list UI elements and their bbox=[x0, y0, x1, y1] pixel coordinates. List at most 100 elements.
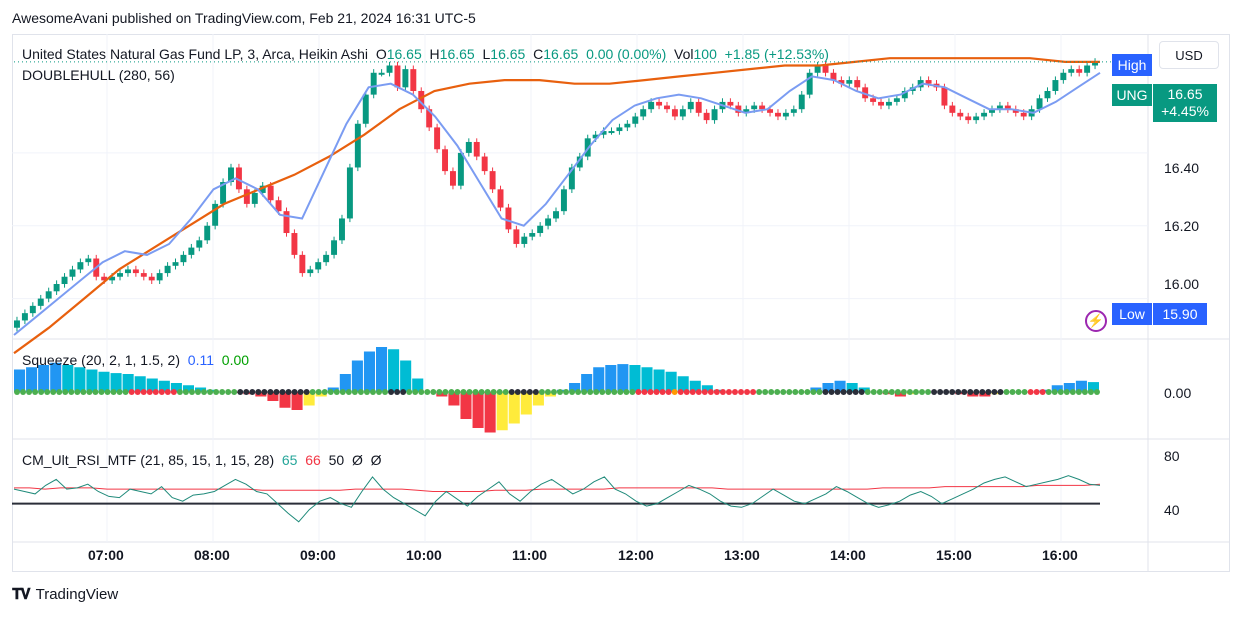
candle-body bbox=[568, 167, 575, 190]
squeeze-title[interactable]: Squeeze (20, 2, 1, 1.5, 2) bbox=[22, 352, 180, 368]
candle-body bbox=[981, 112, 988, 117]
squeeze-dot bbox=[68, 389, 75, 395]
squeeze-bar bbox=[496, 392, 508, 431]
squeeze-dot bbox=[731, 389, 738, 395]
squeeze-dot bbox=[321, 389, 328, 395]
squeeze-dot bbox=[804, 389, 811, 395]
time-axis-label: 07:00 bbox=[88, 547, 124, 563]
lightning-icon[interactable]: ⚡ bbox=[1085, 310, 1107, 332]
currency-button[interactable]: USD bbox=[1159, 41, 1219, 69]
squeeze-dot bbox=[44, 389, 51, 395]
candle-body bbox=[521, 236, 528, 244]
squeeze-dot bbox=[1045, 389, 1052, 395]
squeeze-dot bbox=[526, 389, 533, 395]
squeeze-dot bbox=[671, 389, 678, 395]
squeeze-dot bbox=[581, 389, 588, 395]
rsi-value-2: 66 bbox=[305, 452, 321, 468]
squeeze-dot bbox=[243, 389, 250, 395]
squeeze-bar bbox=[979, 392, 991, 397]
tradingview-logo-icon[interactable]: 𝐓𝐕 bbox=[12, 586, 31, 603]
squeeze-bar bbox=[26, 367, 38, 392]
indicator-legend[interactable]: DOUBLEHULL (280, 56) bbox=[22, 67, 175, 83]
squeeze-dot bbox=[683, 389, 690, 395]
candle-body bbox=[671, 109, 678, 117]
rsi-legend[interactable]: CM_Ult_RSI_MTF (21, 85, 15, 1, 15, 28) 6… bbox=[22, 452, 382, 468]
candle-body bbox=[679, 109, 686, 117]
published-line: AwesomeAvani published on TradingView.co… bbox=[12, 10, 476, 26]
candle-body bbox=[553, 211, 559, 219]
squeeze-dot bbox=[502, 389, 509, 395]
symbol-title[interactable]: United States Natural Gas Fund LP, 3, Ar… bbox=[22, 46, 369, 62]
squeeze-bar bbox=[665, 371, 677, 392]
candle-body bbox=[37, 298, 44, 306]
squeeze-dot bbox=[303, 389, 310, 395]
squeeze-dot bbox=[86, 389, 93, 395]
candle-body bbox=[592, 134, 599, 139]
hull-fast-line bbox=[13, 71, 1101, 336]
squeeze-dot bbox=[20, 389, 27, 395]
candle-body bbox=[774, 112, 781, 117]
candle-body bbox=[473, 141, 480, 157]
time-axis-label: 10:00 bbox=[406, 547, 442, 563]
squeeze-dot bbox=[207, 389, 214, 395]
squeeze-dot bbox=[291, 389, 298, 395]
candle-body bbox=[806, 72, 813, 95]
candle-body bbox=[854, 80, 861, 88]
squeeze-dot bbox=[122, 389, 129, 395]
squeeze-dot bbox=[840, 389, 847, 395]
l-value: 16.65 bbox=[490, 46, 526, 62]
squeeze-dot bbox=[575, 389, 582, 395]
rsi-line bbox=[13, 475, 1101, 523]
candle-body bbox=[973, 116, 980, 121]
squeeze-dot bbox=[973, 389, 980, 395]
indicator-title[interactable]: DOUBLEHULL (280, 56) bbox=[22, 67, 175, 83]
vol-value: 100 bbox=[693, 46, 717, 62]
squeeze-dot bbox=[870, 389, 877, 395]
candle-body bbox=[220, 182, 227, 204]
o-value: 16.65 bbox=[386, 46, 422, 62]
rsi-title[interactable]: CM_Ult_RSI_MTF (21, 85, 15, 1, 15, 28) bbox=[22, 452, 275, 468]
candle-body bbox=[1044, 90, 1051, 99]
candle-body bbox=[132, 269, 139, 274]
squeeze-dot bbox=[822, 389, 829, 395]
squeeze-legend[interactable]: Squeeze (20, 2, 1, 1.5, 2) 0.11 0.00 bbox=[22, 352, 249, 368]
squeeze-dot bbox=[900, 389, 907, 395]
squeeze-bar bbox=[14, 369, 26, 392]
candle-body bbox=[545, 218, 552, 226]
candle-body bbox=[632, 116, 639, 124]
candle-body bbox=[180, 254, 187, 263]
squeeze-dot bbox=[508, 389, 515, 395]
squeeze-dot bbox=[985, 389, 992, 395]
rsi-value-5: Ø bbox=[370, 452, 382, 468]
candle-body bbox=[1076, 69, 1083, 73]
candle-body bbox=[941, 87, 948, 106]
squeeze-dot bbox=[1051, 389, 1058, 395]
candle-body bbox=[77, 262, 84, 270]
squeeze-dot bbox=[520, 389, 527, 395]
squeeze-bar bbox=[363, 351, 375, 392]
squeeze-dot bbox=[701, 389, 708, 395]
squeeze-axis-label: 0.00 bbox=[1164, 385, 1192, 401]
candle-body bbox=[156, 273, 163, 281]
footer-brand[interactable]: TradingView bbox=[35, 586, 119, 603]
vol-label: Vol bbox=[674, 46, 694, 62]
squeeze-dot bbox=[279, 389, 286, 395]
squeeze-bar bbox=[858, 387, 870, 392]
candle-body bbox=[576, 156, 583, 168]
time-axis-label: 08:00 bbox=[194, 547, 230, 563]
squeeze-dot bbox=[629, 389, 636, 395]
candle-body bbox=[1084, 65, 1091, 73]
squeeze-dot bbox=[460, 389, 467, 395]
squeeze-dot bbox=[768, 389, 775, 395]
squeeze-dot bbox=[961, 389, 968, 395]
squeeze-dot bbox=[997, 389, 1004, 395]
change-value: 0.00 (0.00%) bbox=[586, 46, 667, 62]
squeeze-dot bbox=[357, 389, 364, 395]
candle-body bbox=[814, 65, 821, 73]
squeeze-bar bbox=[677, 376, 689, 392]
squeeze-dot bbox=[544, 389, 551, 395]
squeeze-dot bbox=[170, 389, 177, 395]
price-axis-label: 16.20 bbox=[1164, 218, 1200, 234]
squeeze-dot bbox=[140, 389, 147, 395]
